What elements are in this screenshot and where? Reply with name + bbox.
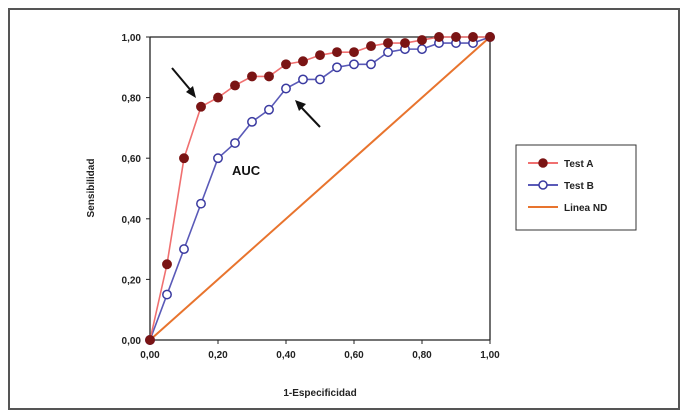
point-test-b xyxy=(349,59,359,70)
point-test-a xyxy=(366,41,376,52)
x-tick-label: 0,00 xyxy=(140,350,160,361)
point-test-a xyxy=(162,259,172,270)
x-tick-label: 0,60 xyxy=(344,350,364,361)
point-test-a xyxy=(485,32,495,42)
point-test-b xyxy=(315,74,325,85)
y-tick-label: 0,80 xyxy=(122,94,142,105)
point-test-b xyxy=(298,74,308,85)
point-test-b xyxy=(196,198,206,209)
point-test-a xyxy=(179,153,189,164)
point-test-b xyxy=(264,104,274,115)
arrow-test-a xyxy=(171,67,196,98)
point-test-a xyxy=(349,47,359,58)
point-test-a xyxy=(315,50,325,61)
series-line-linea-nd xyxy=(149,36,491,341)
series-layer xyxy=(145,32,495,345)
point-test-a xyxy=(298,56,308,67)
legend-label-test-a: Test A xyxy=(564,159,593,170)
point-test-b xyxy=(213,153,223,164)
point-test-a xyxy=(281,59,291,70)
point-test-b xyxy=(332,62,342,73)
x-tick-label: 0,80 xyxy=(412,350,432,361)
point-test-a xyxy=(332,47,342,58)
y-tick-label: 0,40 xyxy=(122,215,142,226)
point-test-b xyxy=(366,59,376,70)
x-tick-label: 0,20 xyxy=(208,350,228,361)
x-tick-label: 0,40 xyxy=(276,350,296,361)
x-axis-title: 1-Especificidad xyxy=(283,388,356,399)
legend-marker-test-b xyxy=(538,180,548,190)
point-test-a xyxy=(417,35,427,45)
y-axis-title: Sensibilidad xyxy=(86,159,97,218)
point-test-b xyxy=(162,289,172,300)
point-test-a xyxy=(451,32,461,42)
y-tick-label: 1,00 xyxy=(122,33,142,44)
legend-marker-test-a xyxy=(538,158,548,168)
axis-ticks: 0,00 0,20 0,40 0,60 0,80 1,00 0,00 0,20 0,40 0,60… xyxy=(122,33,501,361)
point-test-b xyxy=(383,47,393,58)
point-test-a xyxy=(247,71,257,82)
legend-box xyxy=(515,144,637,231)
point-test-b xyxy=(179,244,189,255)
point-test-a xyxy=(145,335,155,345)
point-test-b xyxy=(247,116,257,127)
arrow-test-b xyxy=(295,100,321,128)
point-test-a xyxy=(230,80,240,91)
y-tick-label: 0,60 xyxy=(122,154,142,165)
legend-label-linea-nd: Linea ND xyxy=(564,203,607,214)
legend: Test A Test B Linea ND xyxy=(515,144,637,231)
point-test-a xyxy=(264,71,274,82)
auc-annotation: AUC xyxy=(232,163,261,178)
plot-area xyxy=(149,36,491,341)
point-test-a xyxy=(434,32,444,42)
point-test-b xyxy=(281,83,291,94)
point-test-a xyxy=(468,32,478,42)
point-test-b xyxy=(417,44,427,55)
legend-label-test-b: Test B xyxy=(564,181,594,192)
point-test-a xyxy=(400,38,410,49)
point-test-a xyxy=(213,92,223,103)
y-tick-label: 0,20 xyxy=(122,275,142,286)
point-test-a xyxy=(383,38,393,49)
point-test-b xyxy=(230,138,240,149)
point-test-a xyxy=(196,101,206,112)
x-tick-label: 1,00 xyxy=(480,350,500,361)
y-tick-label: 0,00 xyxy=(122,336,142,347)
